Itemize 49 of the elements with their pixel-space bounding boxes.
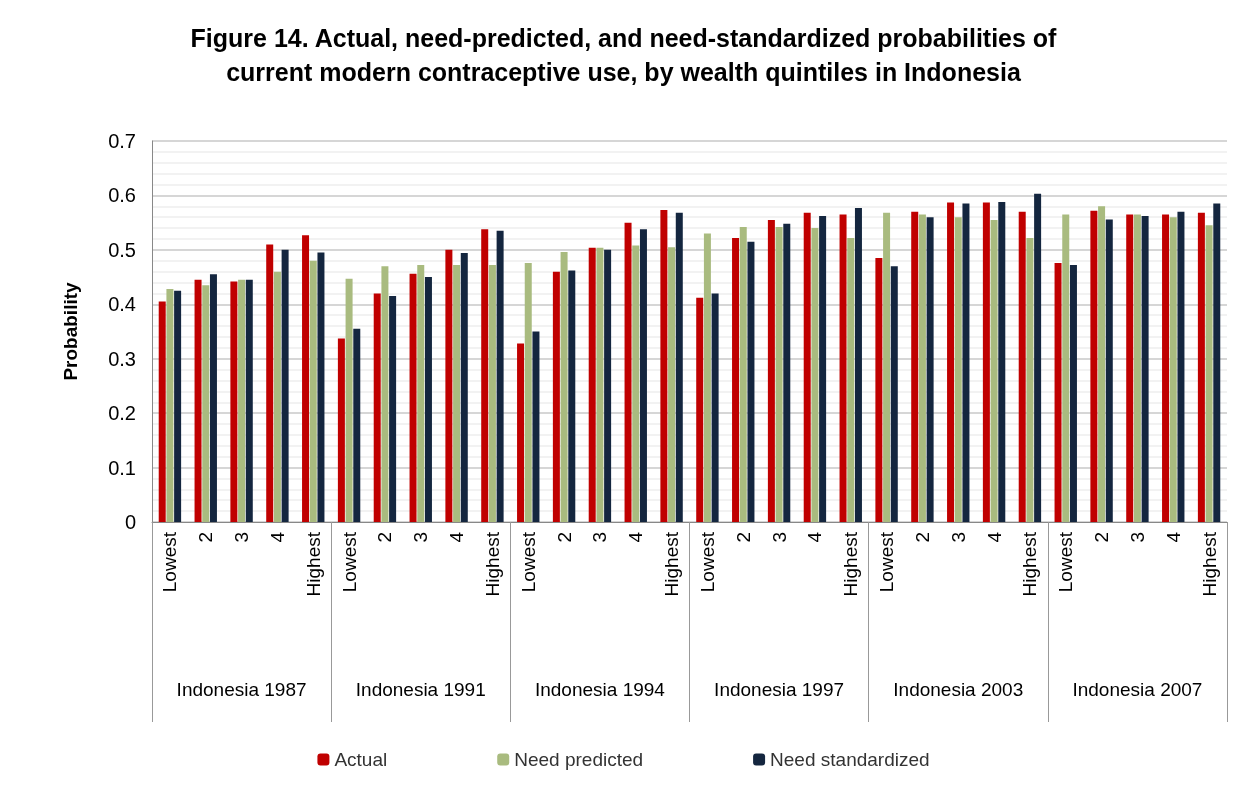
x-tick-label: 4 [446,531,468,543]
x-tick-label: 2 [553,532,575,543]
x-tick-label: 2 [374,532,396,543]
x-tick-label: 3 [768,532,790,543]
x-tick-label: 2 [1091,532,1113,543]
x-tick-label: 4 [266,531,288,543]
x-tick-label: Lowest [517,531,539,593]
text: Indonesia 2007 [1072,679,1203,700]
y-tick-label: 0.6 [108,184,136,207]
legend-label: Need predicted [514,749,644,770]
x-tick-label: 2 [732,532,754,543]
x-tick-label: 4 [983,531,1005,543]
x-tick-label: Highest [481,531,503,597]
x-tick-label: Lowest [159,531,181,593]
x-tick-label: Lowest [1055,531,1077,593]
x-tick-label: Highest [1198,531,1220,597]
x-tick-label: 4 [804,531,826,543]
x-tick-label: 4 [625,531,647,543]
x-tick-label: Highest [1019,531,1041,597]
text: Indonesia 1991 [355,679,486,700]
text: Indonesia 1997 [714,679,845,700]
x-tick-label: 3 [231,532,253,543]
x-tick-label: 2 [911,532,933,543]
y-tick-label: 0.5 [108,238,136,261]
y-tick-label: 0.7 [108,130,136,152]
text: Indonesia 1994 [534,679,666,700]
text: Indonesia 1987 [176,679,307,700]
x-tick-label: 3 [1126,532,1148,543]
x-tick-label: 2 [195,532,217,543]
chart-title: Figure 14. Actual, need-predicted, and need-standardized probabilities of current modern contraceptive use, by wealth quintiles in Indonesia [190,24,1058,86]
y-tick-label: 0.4 [108,293,136,316]
y-tick-label: 0.1 [108,456,136,479]
x-tick-label: Highest [302,531,324,597]
x-tick-label: Highest [840,531,862,597]
y-tick-label: 0.3 [108,347,136,370]
x-tick-label: Highest [661,531,683,597]
x-tick-label: 3 [410,532,432,543]
y-tick-label: 0.2 [108,402,136,425]
y-tick-label: 0 [124,511,136,533]
x-tick-label: 3 [947,532,969,543]
text: Indonesia 2003 [893,679,1024,700]
legend-label: Need standardized [770,749,930,770]
x-tick-label: Lowest [696,531,718,593]
y-axis-title: Probability [60,281,81,381]
x-tick-label: 3 [589,532,611,543]
x-tick-label: 4 [1162,531,1184,543]
x-tick-label: Lowest [338,531,360,593]
legend-label: Actual [334,749,388,770]
x-tick-label: Lowest [876,531,898,593]
